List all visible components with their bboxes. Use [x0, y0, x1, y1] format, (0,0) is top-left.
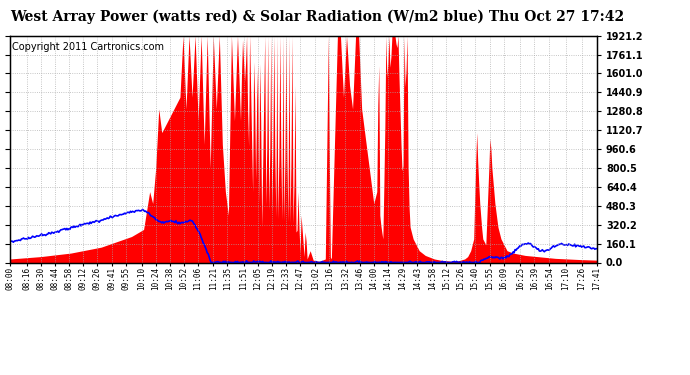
- Text: West Array Power (watts red) & Solar Radiation (W/m2 blue) Thu Oct 27 17:42: West Array Power (watts red) & Solar Rad…: [10, 9, 624, 24]
- Text: Copyright 2011 Cartronics.com: Copyright 2011 Cartronics.com: [12, 42, 164, 52]
